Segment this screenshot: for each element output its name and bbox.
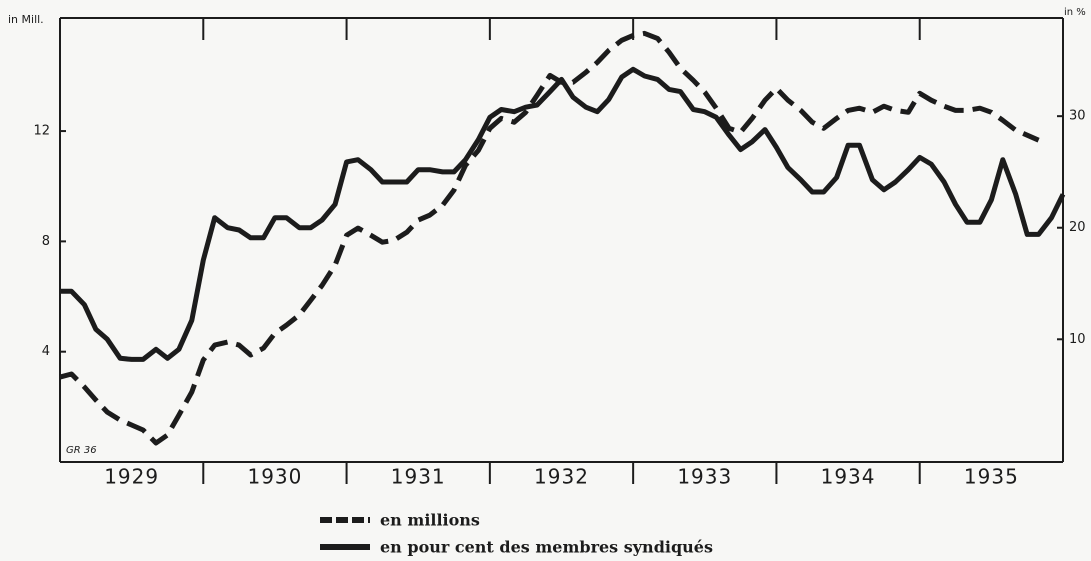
- y2-axis-label: in %: [1064, 7, 1086, 18]
- x-tick-label: 1931: [391, 465, 446, 489]
- x-tick-label: 1933: [677, 465, 732, 489]
- frame: [59, 17, 1064, 463]
- annotation: GR 36: [66, 445, 97, 456]
- x-tick-label: 1934: [821, 465, 876, 489]
- x-tick-label: 1932: [534, 465, 589, 489]
- series-line: [59, 30, 1040, 446]
- y-tick-label: 12: [33, 124, 50, 139]
- y-axis-label: in Mill.: [8, 13, 44, 26]
- series-line: [60, 66, 1066, 362]
- legend-label: en millions: [380, 511, 480, 530]
- y-tick-label: 4: [42, 344, 50, 359]
- x-tick-label: 1935: [964, 465, 1019, 489]
- x-tick-label: 1930: [247, 465, 302, 489]
- y2-tick-label: 10: [1069, 332, 1086, 347]
- y2-tick-label: 30: [1069, 109, 1086, 124]
- y2-tick-label: 20: [1069, 220, 1086, 235]
- legend-label: en pour cent des membres syndiqués: [380, 538, 713, 557]
- y-tick-label: 8: [42, 234, 50, 249]
- x-tick-label: 1929: [104, 465, 159, 489]
